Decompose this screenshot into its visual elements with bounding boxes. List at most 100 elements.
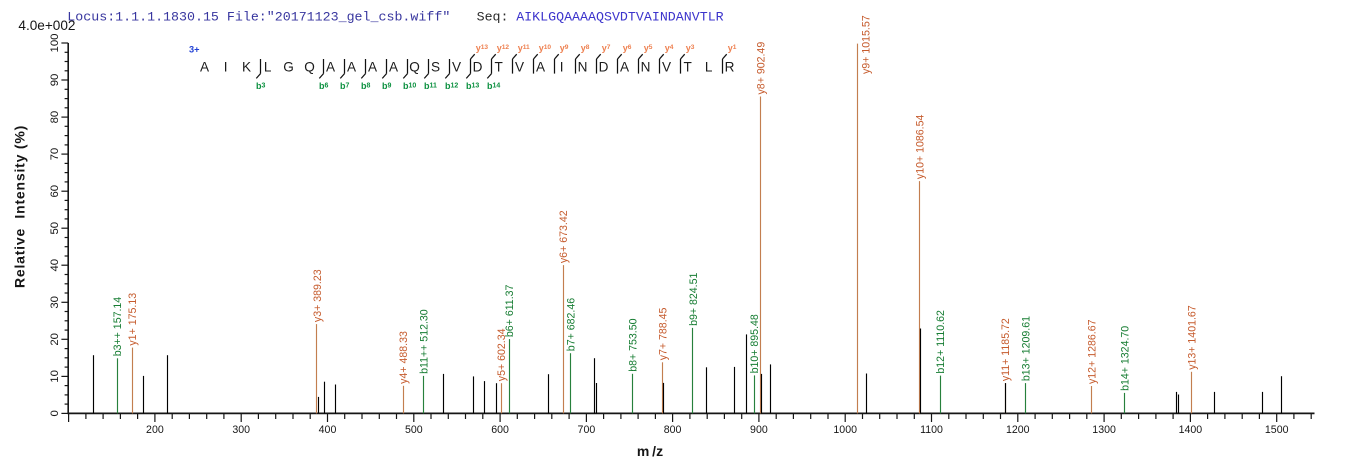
svg-text:y4: y4 bbox=[665, 43, 674, 53]
svg-text:b3: b3 bbox=[256, 81, 266, 91]
svg-text:y10+ 1086.54: y10+ 1086.54 bbox=[915, 114, 927, 179]
svg-text:y5: y5 bbox=[644, 43, 653, 53]
svg-text:y7: y7 bbox=[602, 43, 611, 53]
svg-text:y11: y11 bbox=[518, 43, 530, 53]
svg-text:b8+ 753.50: b8+ 753.50 bbox=[627, 318, 639, 371]
svg-text:300: 300 bbox=[232, 424, 250, 436]
svg-text:b6+ 611.37: b6+ 611.37 bbox=[504, 284, 516, 337]
svg-text:b14+ 1324.70: b14+ 1324.70 bbox=[1120, 326, 1132, 391]
svg-text:b9+ 824.51: b9+ 824.51 bbox=[688, 272, 700, 325]
svg-text:y5+ 602.34: y5+ 602.34 bbox=[496, 328, 508, 381]
svg-text:1100: 1100 bbox=[920, 424, 943, 436]
svg-text:m /z: m /z bbox=[637, 443, 663, 459]
svg-text:b11: b11 bbox=[424, 81, 437, 91]
svg-text:Q: Q bbox=[304, 59, 315, 74]
svg-text:b12+ 1110.62: b12+ 1110.62 bbox=[935, 310, 947, 374]
svg-text:1000: 1000 bbox=[833, 424, 857, 436]
svg-text:K: K bbox=[242, 59, 251, 74]
svg-text:b10+ 895.48: b10+ 895.48 bbox=[749, 314, 761, 373]
svg-text:b9: b9 bbox=[382, 81, 392, 91]
svg-text:30: 30 bbox=[49, 296, 61, 309]
svg-text:200: 200 bbox=[146, 424, 164, 436]
svg-text:900: 900 bbox=[750, 424, 768, 436]
svg-text:4.0e+002: 4.0e+002 bbox=[18, 18, 75, 33]
svg-text:I: I bbox=[560, 59, 564, 74]
svg-text:800: 800 bbox=[664, 424, 682, 436]
svg-text:A: A bbox=[200, 59, 210, 74]
svg-text:y6+ 673.42: y6+ 673.42 bbox=[558, 210, 570, 263]
svg-text:90: 90 bbox=[49, 74, 61, 87]
svg-text:10: 10 bbox=[49, 370, 61, 383]
svg-text:L: L bbox=[264, 59, 272, 74]
svg-text:70: 70 bbox=[49, 148, 61, 161]
svg-text:A: A bbox=[389, 59, 399, 74]
svg-text:3+: 3+ bbox=[189, 44, 199, 54]
svg-text:50: 50 bbox=[49, 222, 61, 235]
svg-text:D: D bbox=[599, 59, 609, 74]
svg-text:100: 100 bbox=[49, 34, 61, 53]
svg-text:b13: b13 bbox=[466, 81, 479, 91]
svg-text:60: 60 bbox=[49, 185, 61, 198]
svg-text:S: S bbox=[431, 59, 440, 74]
svg-text:T: T bbox=[683, 59, 691, 74]
svg-text:R: R bbox=[725, 59, 735, 74]
svg-text:b7: b7 bbox=[340, 81, 350, 91]
svg-text:b10: b10 bbox=[403, 81, 416, 91]
svg-text:y12+ 1286.67: y12+ 1286.67 bbox=[1086, 319, 1098, 384]
svg-text:1200: 1200 bbox=[1006, 424, 1030, 436]
svg-text:V: V bbox=[452, 59, 461, 74]
svg-text:y6: y6 bbox=[623, 43, 632, 53]
svg-text:400: 400 bbox=[319, 424, 337, 436]
svg-text:b3++ 157.14: b3++ 157.14 bbox=[112, 297, 124, 357]
svg-text:AIKLGQAAAAQSVDTVAINDANVTLR: AIKLGQAAAAQSVDTVAINDANVTLR bbox=[516, 9, 723, 24]
svg-text:y9: y9 bbox=[560, 43, 569, 53]
svg-text:b14: b14 bbox=[487, 81, 500, 91]
svg-text:600: 600 bbox=[491, 424, 509, 436]
svg-text:20: 20 bbox=[49, 333, 61, 346]
svg-text:y13+ 1401.67: y13+ 1401.67 bbox=[1186, 305, 1198, 370]
svg-text:1300: 1300 bbox=[1092, 424, 1116, 436]
svg-text:D: D bbox=[473, 59, 483, 74]
svg-text:y3: y3 bbox=[686, 43, 695, 53]
svg-text:y11+ 1185.72: y11+ 1185.72 bbox=[1000, 318, 1012, 381]
svg-text:Locus:1.1.1.1830.15 File:"2017: Locus:1.1.1.1830.15 File:"20171123_gel_c… bbox=[67, 9, 450, 24]
svg-text:A: A bbox=[347, 59, 357, 74]
svg-text:1500: 1500 bbox=[1265, 424, 1289, 436]
svg-text:500: 500 bbox=[405, 424, 423, 436]
svg-text:A: A bbox=[368, 59, 378, 74]
svg-text:A: A bbox=[536, 59, 546, 74]
svg-text:L: L bbox=[705, 59, 713, 74]
svg-text:y1+ 175.13: y1+ 175.13 bbox=[127, 293, 139, 346]
svg-text:0: 0 bbox=[49, 410, 61, 416]
svg-text:A: A bbox=[620, 59, 630, 74]
svg-text:G: G bbox=[283, 59, 294, 74]
svg-text:y9+ 1015.57: y9+ 1015.57 bbox=[861, 15, 873, 74]
svg-text:Q: Q bbox=[409, 59, 420, 74]
svg-text:N: N bbox=[641, 59, 651, 74]
svg-text:A: A bbox=[326, 59, 336, 74]
svg-text:b8: b8 bbox=[361, 81, 371, 91]
svg-text:y4+ 488.33: y4+ 488.33 bbox=[398, 331, 410, 384]
svg-text:1400: 1400 bbox=[1179, 424, 1203, 436]
svg-text:Seq:: Seq: bbox=[477, 9, 509, 24]
svg-text:N: N bbox=[578, 59, 588, 74]
svg-text:y10: y10 bbox=[539, 43, 552, 53]
svg-text:700: 700 bbox=[578, 424, 596, 436]
svg-text:y12: y12 bbox=[497, 43, 510, 53]
svg-text:b7+ 682.46: b7+ 682.46 bbox=[565, 298, 577, 351]
svg-text:y8: y8 bbox=[581, 43, 590, 53]
svg-text:b13+ 1209.61: b13+ 1209.61 bbox=[1020, 316, 1032, 381]
svg-text:V: V bbox=[515, 59, 524, 74]
svg-text:80: 80 bbox=[49, 111, 61, 124]
svg-text:40: 40 bbox=[49, 259, 61, 272]
svg-text:T: T bbox=[494, 59, 502, 74]
svg-text:y3+ 389.23: y3+ 389.23 bbox=[312, 269, 324, 322]
svg-text:y13: y13 bbox=[476, 43, 489, 53]
svg-text:b11++ 512.30: b11++ 512.30 bbox=[418, 309, 430, 374]
svg-text:y8+ 902.49: y8+ 902.49 bbox=[756, 42, 768, 95]
svg-text:b12: b12 bbox=[445, 81, 458, 91]
svg-text:I: I bbox=[224, 59, 228, 74]
svg-text:Relative Intensity (%): Relative Intensity (%) bbox=[12, 125, 28, 288]
svg-text:V: V bbox=[662, 59, 671, 74]
svg-text:b6: b6 bbox=[319, 81, 329, 91]
